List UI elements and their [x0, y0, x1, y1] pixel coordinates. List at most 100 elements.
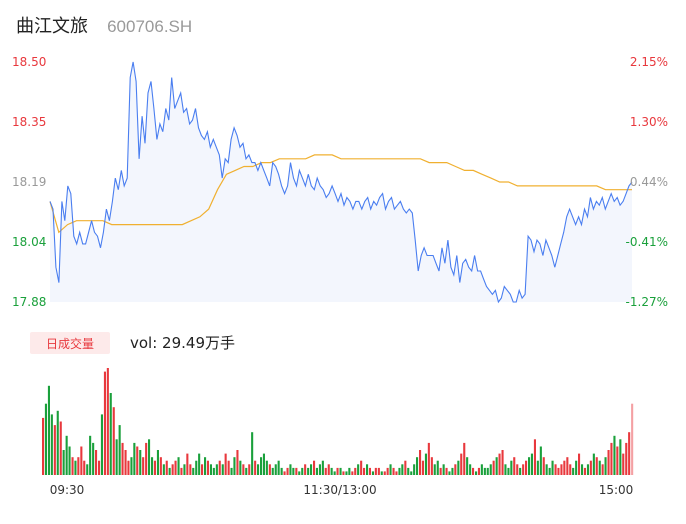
- volume-bar: [127, 460, 130, 475]
- volume-bar: [56, 410, 59, 475]
- volume-bar: [324, 467, 327, 475]
- volume-bar: [504, 464, 507, 475]
- volume-bar: [519, 467, 522, 475]
- volume-bar: [112, 407, 115, 475]
- volume-bar: [274, 464, 277, 475]
- volume-bar: [251, 432, 254, 475]
- volume-bar: [245, 467, 248, 475]
- volume-bar: [265, 460, 268, 475]
- volume-bar: [124, 450, 127, 475]
- volume-bar: [192, 467, 195, 475]
- volume-bar: [65, 435, 68, 475]
- price-area: [50, 62, 632, 302]
- volume-bar: [53, 425, 56, 475]
- volume-bar: [507, 467, 510, 475]
- volume-bar: [50, 414, 53, 475]
- volume-bar: [533, 439, 536, 475]
- volume-bar: [563, 460, 566, 475]
- volume-bar: [386, 467, 389, 475]
- volume-bar: [71, 457, 74, 475]
- volume-bar: [77, 457, 80, 475]
- volume-bar: [348, 467, 351, 475]
- volume-bar: [121, 442, 124, 475]
- volume-bar: [336, 467, 339, 475]
- volume-bar: [268, 464, 271, 475]
- volume-bar: [233, 457, 236, 475]
- volume-bar: [395, 471, 398, 475]
- volume-bar: [433, 464, 436, 475]
- volume-bar: [342, 471, 345, 475]
- volume-bar: [542, 457, 545, 475]
- volume-bar: [551, 460, 554, 475]
- percent-tick-label: 1.30%: [630, 115, 668, 129]
- volume-bar: [151, 457, 154, 475]
- volume-bar: [566, 457, 569, 475]
- volume-bar: [239, 460, 242, 475]
- volume-bar: [209, 464, 212, 475]
- volume-bar: [327, 464, 330, 475]
- volume-bar: [189, 464, 192, 475]
- volume-bar: [442, 464, 445, 475]
- volume-bar: [321, 460, 324, 475]
- volume-bar: [133, 442, 136, 475]
- volume-bar: [260, 457, 263, 475]
- volume-bar: [174, 460, 177, 475]
- volume-bar: [607, 450, 610, 475]
- volume-badge: 日成交量: [30, 332, 110, 354]
- volume-bar: [357, 464, 360, 475]
- volume-bar: [180, 467, 183, 475]
- volume-bar: [292, 467, 295, 475]
- volume-total: vol: 29.49万手: [130, 334, 235, 352]
- volume-bar: [578, 453, 581, 475]
- volume-bar: [501, 450, 504, 475]
- stock-code: 600706.SH: [107, 17, 193, 36]
- volume-bar: [68, 446, 71, 475]
- volume-badge-label: 日成交量: [46, 336, 94, 351]
- price-axis-labels: 18.50 18.35 18.19 18.04 17.88: [12, 55, 46, 309]
- volume-bar: [410, 471, 413, 475]
- volume-bar: [451, 467, 454, 475]
- volume-bar: [439, 467, 442, 475]
- price-tick-label: 18.04: [12, 235, 46, 249]
- volume-bar: [142, 457, 145, 475]
- volume-bar: [548, 467, 551, 475]
- volume-bar: [221, 464, 224, 475]
- volume-bar: [586, 464, 589, 475]
- volume-bar: [177, 457, 180, 475]
- volume-bar: [86, 464, 89, 475]
- volume-bar: [575, 460, 578, 475]
- volume-bar: [218, 460, 221, 475]
- volume-bar: [477, 467, 480, 475]
- volume-bar: [42, 417, 45, 475]
- volume-bar: [539, 446, 542, 475]
- volume-bar: [103, 371, 106, 475]
- volume-bar: [330, 467, 333, 475]
- volume-bar: [236, 450, 239, 475]
- volume-bar: [463, 442, 466, 475]
- volume-bar: [545, 464, 548, 475]
- volume-bar: [248, 464, 251, 475]
- stock-header: 曲江文旅 600706.SH: [16, 12, 192, 40]
- average-price-line: [49, 154, 632, 234]
- volume-bar: [489, 464, 492, 475]
- volume-bar: [298, 471, 301, 475]
- volume-bar: [280, 467, 283, 475]
- volume-bar: [195, 460, 198, 475]
- price-area-fill: [50, 62, 632, 302]
- volume-bar: [139, 450, 142, 475]
- percent-tick-label: -0.41%: [626, 235, 668, 249]
- volume-bar: [98, 460, 101, 475]
- time-tick-label: 15:00: [599, 483, 634, 497]
- volume-bar: [625, 442, 628, 475]
- volume-bar: [307, 467, 310, 475]
- volume-bar: [201, 464, 204, 475]
- volume-bar: [148, 439, 151, 475]
- volume-bar: [130, 457, 133, 475]
- volume-bar: [109, 393, 112, 475]
- volume-bar: [569, 464, 572, 475]
- volume-bar: [495, 457, 498, 475]
- volume-bar: [472, 467, 475, 475]
- volume-bar: [457, 460, 460, 475]
- volume-bar: [136, 446, 139, 475]
- volume-bar: [351, 471, 354, 475]
